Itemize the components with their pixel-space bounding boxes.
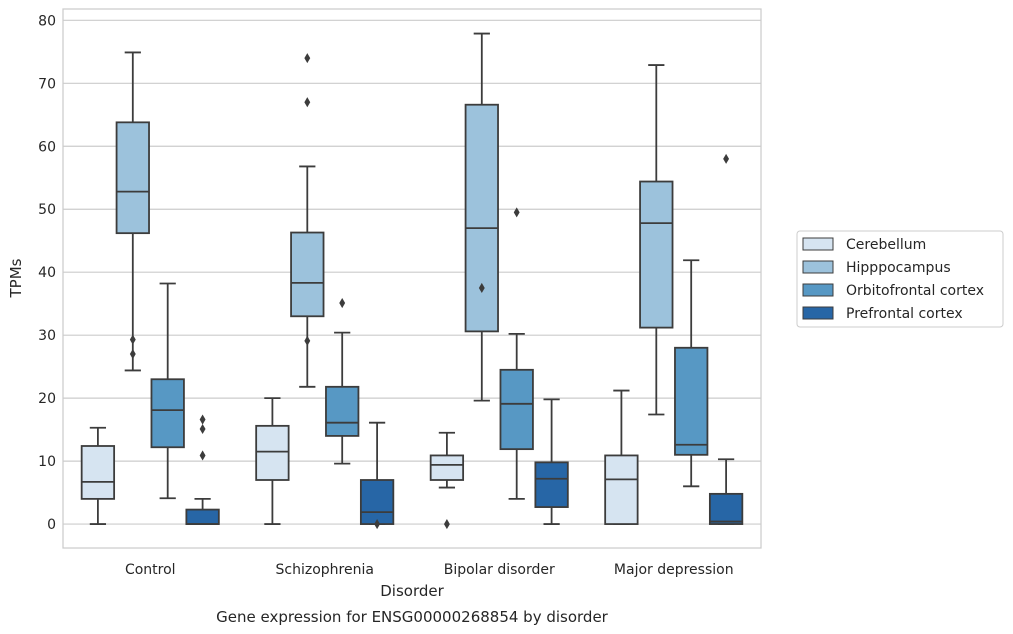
box-prefrontal-cortex (185, 414, 220, 525)
box-orbitofrontal-cortex (325, 298, 360, 465)
y-tick-label: 60 (38, 139, 56, 155)
x-tick-label: Control (125, 562, 176, 578)
y-axis-label: TPMs (7, 258, 25, 298)
box-iqr (255, 424, 290, 481)
chart-caption: Gene expression for ENSG00000268854 by d… (216, 608, 609, 626)
outlier-point (513, 207, 520, 218)
y-tick-labels: 0 10 20 30 40 50 60 70 80 (38, 13, 56, 533)
legend-swatch (802, 237, 834, 251)
box-iqr (708, 492, 744, 525)
box-iqr (674, 346, 709, 456)
box-iqr (499, 368, 534, 451)
outlier-point (304, 97, 311, 108)
y-tick-label: 10 (38, 454, 56, 470)
x-tick-label: Major depression (614, 562, 734, 578)
box-cerebellum (255, 397, 290, 525)
box-orbitofrontal-cortex (674, 259, 709, 488)
legend-label: Hipppocampus (846, 260, 951, 276)
outlier-point (199, 450, 206, 461)
x-tick-labels: Control Schizophrenia Bipolar disorder Majo… (125, 562, 734, 578)
box-iqr (290, 231, 325, 318)
y-tick-label: 50 (38, 202, 56, 218)
x-axis-label: Disorder (380, 582, 444, 600)
box-iqr (185, 508, 220, 525)
y-tick-label: 30 (38, 328, 56, 344)
legend: Cerebellum Hipppocampus Orbitofrontal cort… (796, 230, 1004, 328)
x-tick-label: Schizophrenia (276, 562, 374, 578)
box-cerebellum (429, 431, 465, 530)
x-tick-label: Bipolar disorder (444, 562, 555, 578)
outlier-point (129, 349, 136, 360)
outlier-point (443, 519, 450, 530)
box-hipppocampus (639, 64, 674, 416)
legend-label: Orbitofrontal cortex (846, 283, 984, 299)
outlier-point (304, 53, 311, 64)
box-orbitofrontal-cortex (150, 282, 185, 500)
box-iqr (80, 445, 116, 500)
outlier-point (478, 282, 485, 293)
box-iqr (534, 461, 569, 508)
box-hipppocampus (115, 51, 150, 372)
outlier-point (199, 423, 206, 435)
outlier-point (304, 335, 311, 346)
legend-swatch (802, 260, 834, 274)
y-tick-label: 0 (47, 517, 56, 533)
box-groups (80, 32, 744, 530)
outlier-point (723, 153, 730, 164)
outlier-point (129, 334, 136, 345)
box-cerebellum (604, 389, 639, 525)
box-hipppocampus (464, 32, 499, 402)
box-iqr (429, 454, 465, 481)
y-tick-label: 20 (38, 391, 56, 407)
legend-label: Prefrontal cortex (846, 306, 963, 322)
box-iqr (115, 121, 150, 235)
box-orbitofrontal-cortex (499, 207, 534, 500)
y-tick-label: 70 (38, 76, 56, 92)
box-prefrontal-cortex (708, 153, 744, 525)
box-prefrontal-cortex (359, 421, 395, 530)
box-iqr (359, 479, 395, 525)
legend-swatch (802, 306, 834, 320)
box-iqr (604, 454, 639, 525)
y-tick-label: 40 (38, 265, 56, 281)
outlier-point (339, 298, 346, 309)
box-iqr (464, 103, 499, 333)
outlier-point (199, 414, 206, 425)
legend-swatch (802, 283, 834, 297)
box-cerebellum (80, 426, 116, 525)
box-iqr (150, 378, 185, 449)
plot-frame (62, 8, 762, 549)
box-iqr (325, 385, 360, 437)
box-iqr (639, 180, 674, 329)
y-tick-label: 80 (38, 13, 56, 29)
box-prefrontal-cortex (534, 398, 569, 525)
outlier-point (374, 519, 381, 530)
box-hipppocampus (290, 53, 325, 388)
legend-frame (796, 230, 1004, 328)
legend-label: Cerebellum (846, 237, 926, 253)
